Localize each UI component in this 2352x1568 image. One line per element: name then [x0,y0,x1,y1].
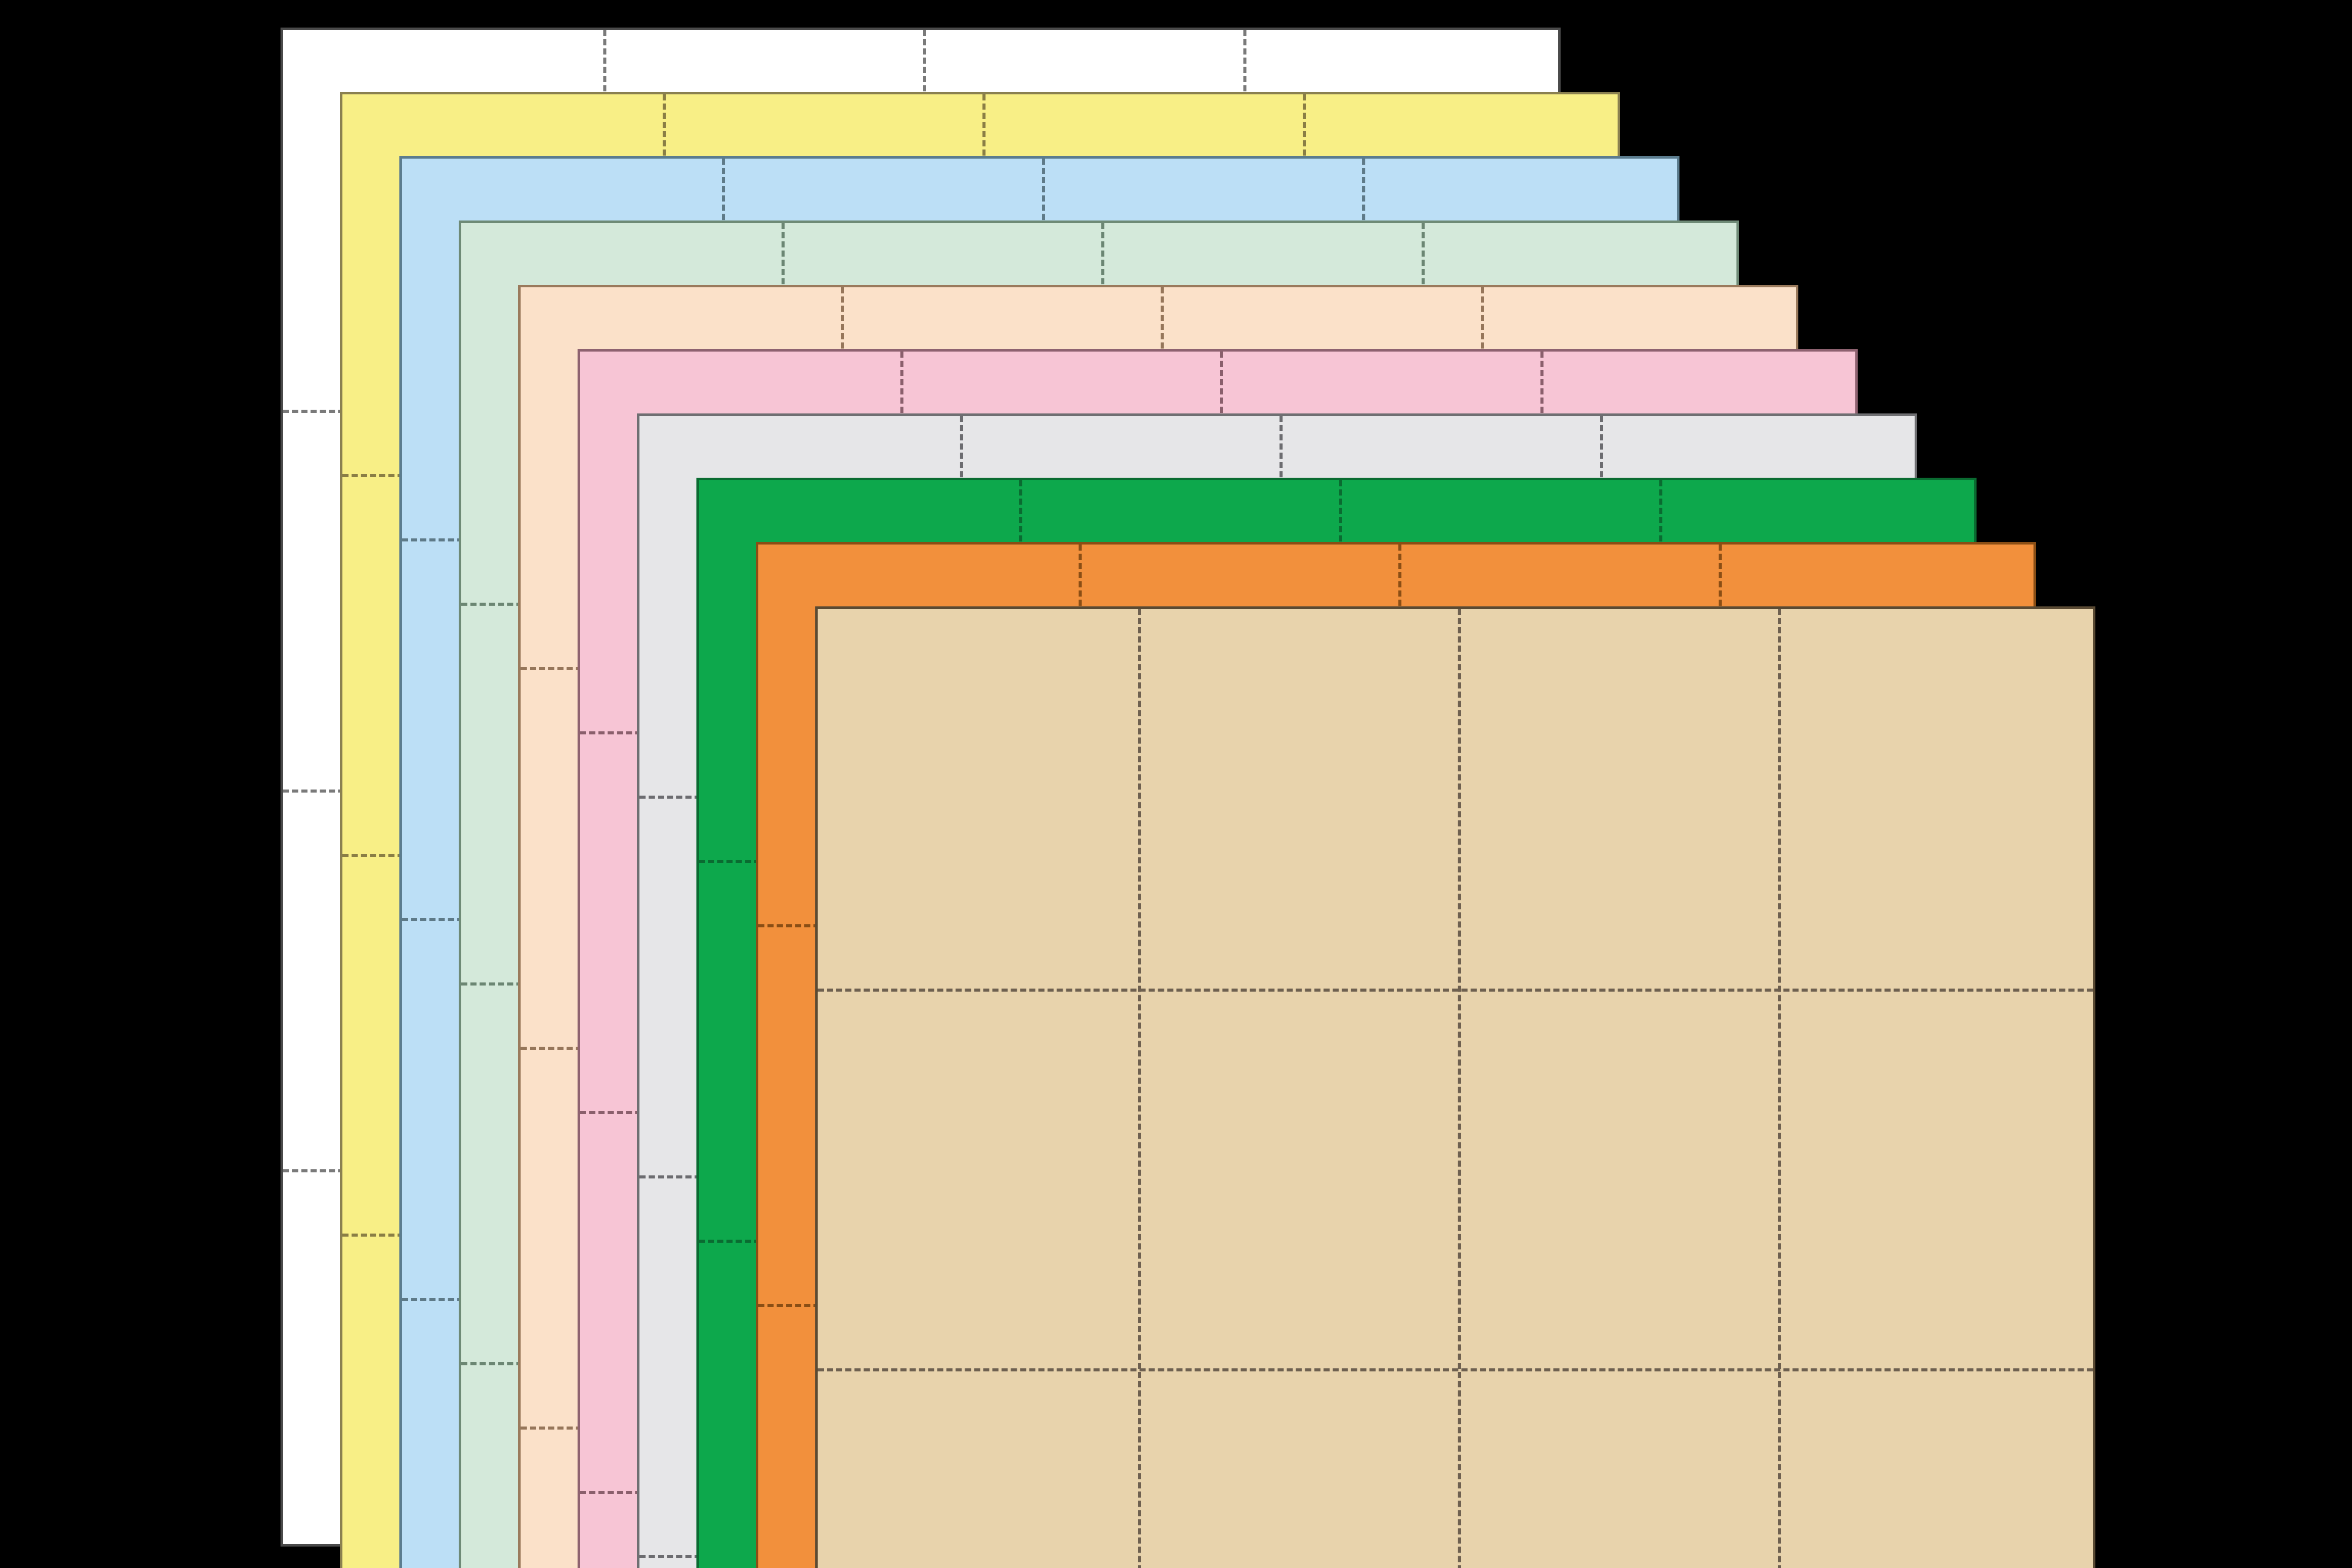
tan-panel[interactable] [815,606,2095,1568]
gridline-horizontal-2 [818,1368,2093,1371]
gridline-vertical-3 [1778,609,1781,1568]
panel-gridlines [818,609,2093,1568]
gridline-vertical-2 [1458,609,1461,1568]
gridline-horizontal-1 [818,989,2093,992]
gridline-vertical-1 [1138,609,1141,1568]
